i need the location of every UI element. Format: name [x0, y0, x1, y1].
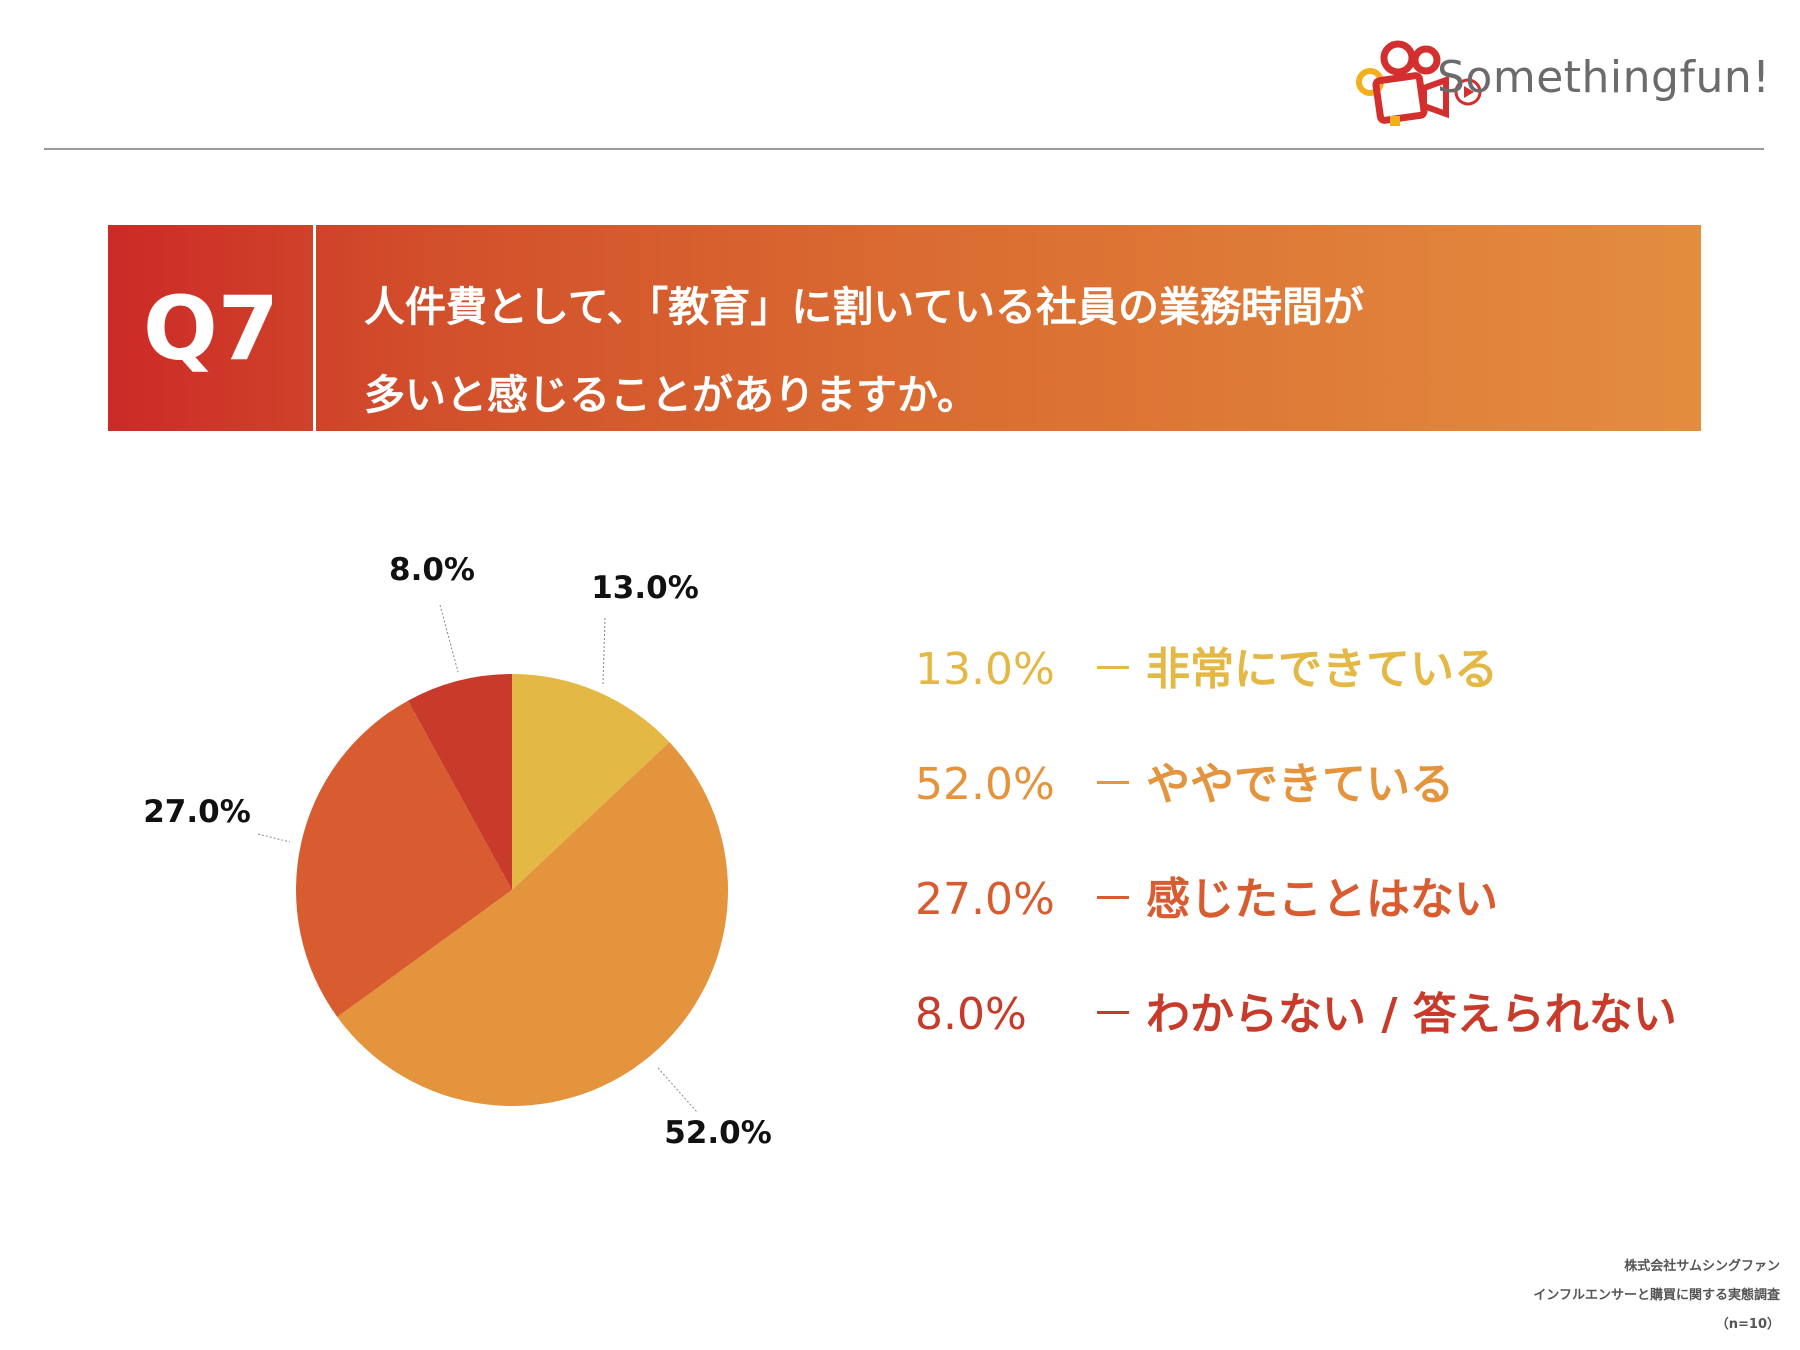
legend-item-1: 52.0% －ややできている [915, 755, 1454, 815]
legend-item-0: 13.0% －非常にできている [915, 640, 1498, 700]
legend-dash: － [1091, 874, 1135, 925]
footer-company: 株式会社サムシングファン [1624, 1259, 1780, 1274]
legend-item-3: 8.0% －わからない / 答えられない [915, 985, 1677, 1045]
legend-label: わからない / 答えられない [1146, 989, 1677, 1040]
camera-logo-icon [1356, 40, 1449, 126]
header-divider [44, 148, 1764, 150]
question-line-1: 人件費として、「教育」に割いている社員の業務時間が [364, 283, 1364, 331]
question-banner: Q7 人件費として、「教育」に割いている社員の業務時間が 多いと感じることがあり… [108, 225, 1701, 431]
question-separator [313, 225, 316, 431]
leader-line-1 [657, 1067, 698, 1113]
question-line-2: 多いと感じることがありますか。 [364, 371, 979, 419]
legend-label: 感じたことはない [1146, 874, 1498, 925]
legend-percent: 52.0% [915, 759, 1055, 810]
question-text: 人件費として、「教育」に割いている社員の業務時間が 多いと感じることがありますか… [364, 263, 1664, 439]
legend-dash: － [1091, 989, 1135, 1040]
pie-label-2: 27.0% [143, 794, 251, 830]
legend-dash: － [1091, 759, 1135, 810]
legend-dash: － [1091, 644, 1135, 695]
legend-percent: 13.0% [915, 644, 1055, 695]
footer-survey: インフルエンサーと購買に関する実態調査 [1533, 1288, 1780, 1303]
legend-percent: 8.0% [915, 989, 1027, 1040]
question-number: Q7 [142, 276, 280, 380]
pie-slice-1 [337, 742, 728, 1106]
legend-item-2: 27.0% －感じたことはない [915, 870, 1498, 930]
footer: 株式会社サムシングファン インフルエンサーと購買に関する実態調査 （n=10） [1533, 1252, 1780, 1339]
brand-logo [1356, 40, 1482, 126]
legend-label: ややできている [1146, 759, 1454, 810]
brand-name: Somethingfun! [1437, 52, 1771, 103]
pie-label-1: 52.0% [664, 1115, 772, 1151]
leader-line-3 [439, 604, 459, 673]
pie-slice-3 [407, 674, 512, 890]
pie-slice-0 [512, 674, 670, 890]
pie-label-3: 8.0% [389, 552, 475, 588]
leader-line-0 [602, 617, 606, 686]
legend-percent: 27.0% [915, 874, 1055, 925]
pie-label-0: 13.0% [591, 570, 699, 606]
play-icon [1454, 78, 1482, 106]
legend-label: 非常にできている [1146, 644, 1498, 695]
footer-sample: （n=10） [1715, 1317, 1780, 1332]
leader-line-2 [257, 833, 291, 843]
pie-slice-2 [296, 700, 512, 1017]
